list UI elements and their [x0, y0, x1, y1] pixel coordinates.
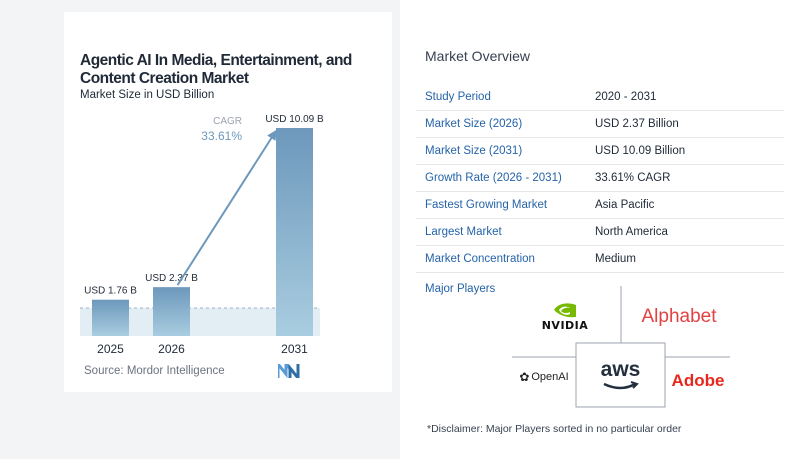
category-tick-label: 2026 — [158, 342, 185, 356]
player-openai: ✿ OpenAI — [514, 366, 574, 388]
aws-logo-text: aws — [600, 358, 641, 381]
mordor-logo-icon — [278, 364, 300, 378]
player-alphabet: Alphabet — [634, 302, 724, 332]
bar-value-label: USD 2.37 B — [145, 273, 198, 284]
overview-title: Market Overview — [425, 48, 531, 64]
table-row: Study Period 2020 - 2031 — [416, 84, 784, 111]
row-key: Growth Rate (2026 - 2031) — [425, 172, 562, 184]
bar-2026 — [153, 287, 190, 336]
player-nvidia: NVIDIA — [532, 296, 598, 336]
openai-knot-icon: ✿ — [519, 370, 530, 384]
table-row: Largest Market North America — [416, 219, 784, 246]
aws-smile-icon — [602, 381, 639, 390]
row-value: 33.61% CAGR — [595, 172, 671, 184]
market-overview-table: Study Period 2020 - 2031 Market Size (202… — [416, 84, 784, 273]
category-tick-label: 2031 — [281, 342, 308, 356]
chart-title: Agentic AI In Media, Entertainment, and … — [80, 52, 352, 87]
bar-2031 — [276, 128, 313, 336]
row-value: USD 2.37 Billion — [595, 118, 679, 130]
row-value: Asia Pacific — [595, 199, 655, 211]
player-adobe: Adobe — [664, 368, 732, 394]
row-key: Largest Market — [425, 226, 502, 238]
source-text: Source: Mordor Intelligence — [84, 365, 225, 377]
bar-value-label: USD 1.76 B — [84, 286, 137, 297]
openai-logo-text: OpenAI — [531, 371, 569, 383]
cagr-value: 33.61% — [201, 129, 242, 143]
table-row: Growth Rate (2026 - 2031) 33.61% CAGR — [416, 165, 784, 192]
bar-value-label: USD 10.09 B — [265, 114, 324, 125]
table-row: Market Concentration Medium — [416, 246, 784, 273]
category-tick-label: 2025 — [97, 342, 124, 356]
row-value: North America — [595, 226, 668, 238]
alphabet-logo-text: Alphabet — [641, 306, 717, 327]
bar-2025 — [92, 299, 129, 336]
row-key: Market Concentration — [425, 253, 535, 265]
nvidia-logo-text: NVIDIA — [541, 318, 589, 332]
major-players-label: Major Players — [425, 283, 496, 295]
cagr-arrow — [176, 129, 277, 286]
bar-chart: USD 1.76 B USD 2.37 B USD 10.09 B 2025 2026… — [80, 114, 324, 356]
row-key: Study Period — [425, 91, 491, 103]
chart-subtitle: Market Size in USD Billion — [80, 89, 215, 101]
row-value: 2020 - 2031 — [595, 91, 657, 103]
row-key: Market Size (2031) — [425, 145, 523, 157]
row-key: Fastest Growing Market — [425, 199, 548, 211]
player-aws: aws — [583, 350, 658, 400]
cagr-label: CAGR — [213, 116, 242, 127]
nvidia-eye-icon — [554, 302, 576, 317]
row-value: Medium — [595, 253, 636, 265]
row-value: USD 10.09 Billion — [595, 145, 686, 157]
table-row: Market Size (2031) USD 10.09 Billion — [416, 138, 784, 165]
adobe-logo-text: Adobe — [671, 371, 725, 390]
table-row: Fastest Growing Market Asia Pacific — [416, 192, 784, 219]
disclaimer-text: *Disclaimer: Major Players sorted in no … — [427, 423, 682, 435]
table-row: Market Size (2026) USD 2.37 Billion — [416, 111, 784, 138]
row-key: Market Size (2026) — [425, 118, 523, 130]
